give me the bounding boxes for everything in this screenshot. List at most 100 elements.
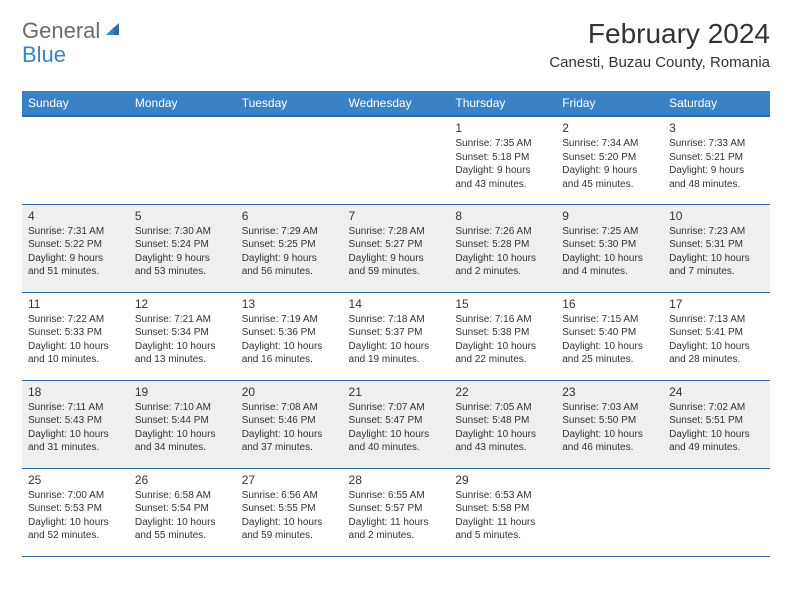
- daylight-text: Daylight: 10 hours: [349, 340, 444, 354]
- daylight-text: Daylight: 10 hours: [28, 428, 123, 442]
- calendar-day-cell: 27Sunrise: 6:56 AMSunset: 5:55 PMDayligh…: [236, 468, 343, 556]
- sunrise-text: Sunrise: 7:10 AM: [135, 401, 230, 415]
- daylight-text: Daylight: 10 hours: [669, 340, 764, 354]
- daylight-text: and 22 minutes.: [455, 353, 550, 367]
- daylight-text: Daylight: 9 hours: [135, 252, 230, 266]
- sunset-text: Sunset: 5:37 PM: [349, 326, 444, 340]
- sunset-text: Sunset: 5:40 PM: [562, 326, 657, 340]
- weekday-header: Monday: [129, 91, 236, 116]
- daylight-text: Daylight: 9 hours: [349, 252, 444, 266]
- calendar-day-cell: 28Sunrise: 6:55 AMSunset: 5:57 PMDayligh…: [343, 468, 450, 556]
- sunset-text: Sunset: 5:31 PM: [669, 238, 764, 252]
- daylight-text: and 28 minutes.: [669, 353, 764, 367]
- daylight-text: and 5 minutes.: [455, 529, 550, 543]
- calendar-day-cell: 7Sunrise: 7:28 AMSunset: 5:27 PMDaylight…: [343, 204, 450, 292]
- sunset-text: Sunset: 5:48 PM: [455, 414, 550, 428]
- calendar-day-cell: 1Sunrise: 7:35 AMSunset: 5:18 PMDaylight…: [449, 116, 556, 204]
- calendar-empty-cell: [236, 116, 343, 204]
- sunset-text: Sunset: 5:22 PM: [28, 238, 123, 252]
- weekday-header: Sunday: [22, 91, 129, 116]
- sunrise-text: Sunrise: 7:23 AM: [669, 225, 764, 239]
- sunset-text: Sunset: 5:27 PM: [349, 238, 444, 252]
- daylight-text: Daylight: 10 hours: [28, 516, 123, 530]
- daylight-text: Daylight: 10 hours: [562, 252, 657, 266]
- sunset-text: Sunset: 5:36 PM: [242, 326, 337, 340]
- calendar-week-row: 4Sunrise: 7:31 AMSunset: 5:22 PMDaylight…: [22, 204, 770, 292]
- day-number: 26: [135, 473, 230, 487]
- sunrise-text: Sunrise: 7:33 AM: [669, 137, 764, 151]
- sunrise-text: Sunrise: 6:53 AM: [455, 489, 550, 503]
- sunset-text: Sunset: 5:38 PM: [455, 326, 550, 340]
- day-number: 9: [562, 209, 657, 223]
- sunrise-text: Sunrise: 7:21 AM: [135, 313, 230, 327]
- calendar-day-cell: 25Sunrise: 7:00 AMSunset: 5:53 PMDayligh…: [22, 468, 129, 556]
- header: General February 2024 Canesti, Buzau Cou…: [22, 18, 770, 71]
- daylight-text: and 43 minutes.: [455, 178, 550, 192]
- daylight-text: and 40 minutes.: [349, 441, 444, 455]
- sunset-text: Sunset: 5:47 PM: [349, 414, 444, 428]
- daylight-text: and 19 minutes.: [349, 353, 444, 367]
- daylight-text: Daylight: 10 hours: [242, 340, 337, 354]
- calendar-week-row: 18Sunrise: 7:11 AMSunset: 5:43 PMDayligh…: [22, 380, 770, 468]
- sunset-text: Sunset: 5:33 PM: [28, 326, 123, 340]
- calendar-day-cell: 5Sunrise: 7:30 AMSunset: 5:24 PMDaylight…: [129, 204, 236, 292]
- calendar-week-row: 1Sunrise: 7:35 AMSunset: 5:18 PMDaylight…: [22, 116, 770, 204]
- sunrise-text: Sunrise: 6:56 AM: [242, 489, 337, 503]
- sunrise-text: Sunrise: 7:31 AM: [28, 225, 123, 239]
- sunset-text: Sunset: 5:25 PM: [242, 238, 337, 252]
- sunset-text: Sunset: 5:57 PM: [349, 502, 444, 516]
- daylight-text: and 59 minutes.: [349, 265, 444, 279]
- sunset-text: Sunset: 5:54 PM: [135, 502, 230, 516]
- calendar-day-cell: 20Sunrise: 7:08 AMSunset: 5:46 PMDayligh…: [236, 380, 343, 468]
- calendar-empty-cell: [129, 116, 236, 204]
- calendar-day-cell: 3Sunrise: 7:33 AMSunset: 5:21 PMDaylight…: [663, 116, 770, 204]
- title-block: February 2024 Canesti, Buzau County, Rom…: [549, 18, 770, 71]
- day-number: 1: [455, 121, 550, 135]
- daylight-text: and 10 minutes.: [28, 353, 123, 367]
- weekday-row: SundayMondayTuesdayWednesdayThursdayFrid…: [22, 91, 770, 116]
- sunrise-text: Sunrise: 7:07 AM: [349, 401, 444, 415]
- weekday-header: Wednesday: [343, 91, 450, 116]
- sunset-text: Sunset: 5:20 PM: [562, 151, 657, 165]
- location: Canesti, Buzau County, Romania: [549, 54, 770, 71]
- calendar-day-cell: 12Sunrise: 7:21 AMSunset: 5:34 PMDayligh…: [129, 292, 236, 380]
- calendar-day-cell: 15Sunrise: 7:16 AMSunset: 5:38 PMDayligh…: [449, 292, 556, 380]
- logo-blue-row: Blue: [22, 42, 66, 68]
- daylight-text: and 46 minutes.: [562, 441, 657, 455]
- daylight-text: Daylight: 10 hours: [135, 428, 230, 442]
- day-number: 6: [242, 209, 337, 223]
- calendar-day-cell: 18Sunrise: 7:11 AMSunset: 5:43 PMDayligh…: [22, 380, 129, 468]
- calendar-day-cell: 17Sunrise: 7:13 AMSunset: 5:41 PMDayligh…: [663, 292, 770, 380]
- calendar-body: 1Sunrise: 7:35 AMSunset: 5:18 PMDaylight…: [22, 116, 770, 556]
- sunset-text: Sunset: 5:34 PM: [135, 326, 230, 340]
- sunset-text: Sunset: 5:51 PM: [669, 414, 764, 428]
- sunrise-text: Sunrise: 7:02 AM: [669, 401, 764, 415]
- sunset-text: Sunset: 5:41 PM: [669, 326, 764, 340]
- sunrise-text: Sunrise: 7:00 AM: [28, 489, 123, 503]
- sunrise-text: Sunrise: 7:28 AM: [349, 225, 444, 239]
- calendar-day-cell: 14Sunrise: 7:18 AMSunset: 5:37 PMDayligh…: [343, 292, 450, 380]
- sunset-text: Sunset: 5:28 PM: [455, 238, 550, 252]
- daylight-text: Daylight: 10 hours: [562, 340, 657, 354]
- daylight-text: and 52 minutes.: [28, 529, 123, 543]
- day-number: 28: [349, 473, 444, 487]
- sunrise-text: Sunrise: 7:05 AM: [455, 401, 550, 415]
- sunrise-text: Sunrise: 7:03 AM: [562, 401, 657, 415]
- daylight-text: Daylight: 10 hours: [669, 428, 764, 442]
- daylight-text: and 7 minutes.: [669, 265, 764, 279]
- sunrise-text: Sunrise: 7:15 AM: [562, 313, 657, 327]
- day-number: 10: [669, 209, 764, 223]
- day-number: 13: [242, 297, 337, 311]
- calendar-empty-cell: [663, 468, 770, 556]
- daylight-text: and 51 minutes.: [28, 265, 123, 279]
- daylight-text: Daylight: 11 hours: [349, 516, 444, 530]
- daylight-text: Daylight: 10 hours: [669, 252, 764, 266]
- day-number: 24: [669, 385, 764, 399]
- sunset-text: Sunset: 5:24 PM: [135, 238, 230, 252]
- calendar-day-cell: 26Sunrise: 6:58 AMSunset: 5:54 PMDayligh…: [129, 468, 236, 556]
- sunset-text: Sunset: 5:44 PM: [135, 414, 230, 428]
- sunrise-text: Sunrise: 7:11 AM: [28, 401, 123, 415]
- weekday-header: Thursday: [449, 91, 556, 116]
- daylight-text: and 31 minutes.: [28, 441, 123, 455]
- sunset-text: Sunset: 5:43 PM: [28, 414, 123, 428]
